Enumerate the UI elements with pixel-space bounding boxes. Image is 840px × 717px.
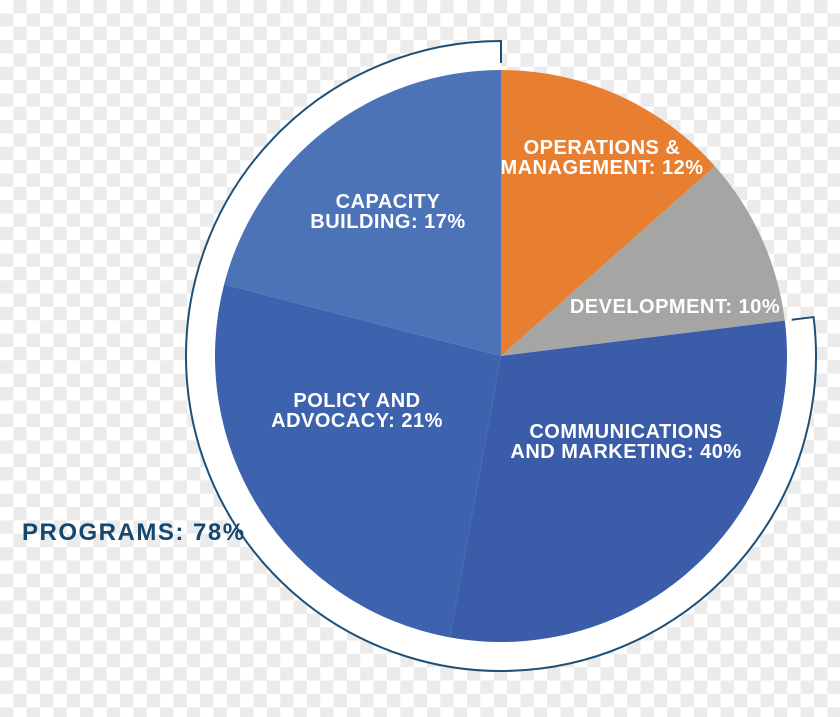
pie-slice-operations-management xyxy=(501,70,715,356)
slice-labels: OPERATIONS & MANAGEMENT: 12% DEVELOPMENT: … xyxy=(271,137,780,463)
pie-slice-capacity-building xyxy=(224,70,502,356)
slice-label-operations-management: OPERATIONS & MANAGEMENT: 12% xyxy=(500,137,703,179)
slice-label-communications-and-marketing: COMMUNICATIONS AND MARKETING: 40% xyxy=(510,421,741,463)
slice-label-policy-and-advocacy: POLICY AND ADVOCACY: 21% xyxy=(271,390,443,432)
pie-slice-communications-and-marketing xyxy=(449,320,788,642)
slice-label-capacity-building: CAPACITY BUILDING: 17% xyxy=(310,191,465,233)
pie-slice-policy-and-advocacy xyxy=(215,284,502,638)
pie-slice-development xyxy=(501,166,785,356)
programs-bracket-arc xyxy=(185,39,817,672)
slice-label-development: DEVELOPMENT: 10% xyxy=(570,296,780,318)
pie-slices xyxy=(215,70,788,642)
programs-label: PROGRAMS: 78% xyxy=(22,519,246,546)
